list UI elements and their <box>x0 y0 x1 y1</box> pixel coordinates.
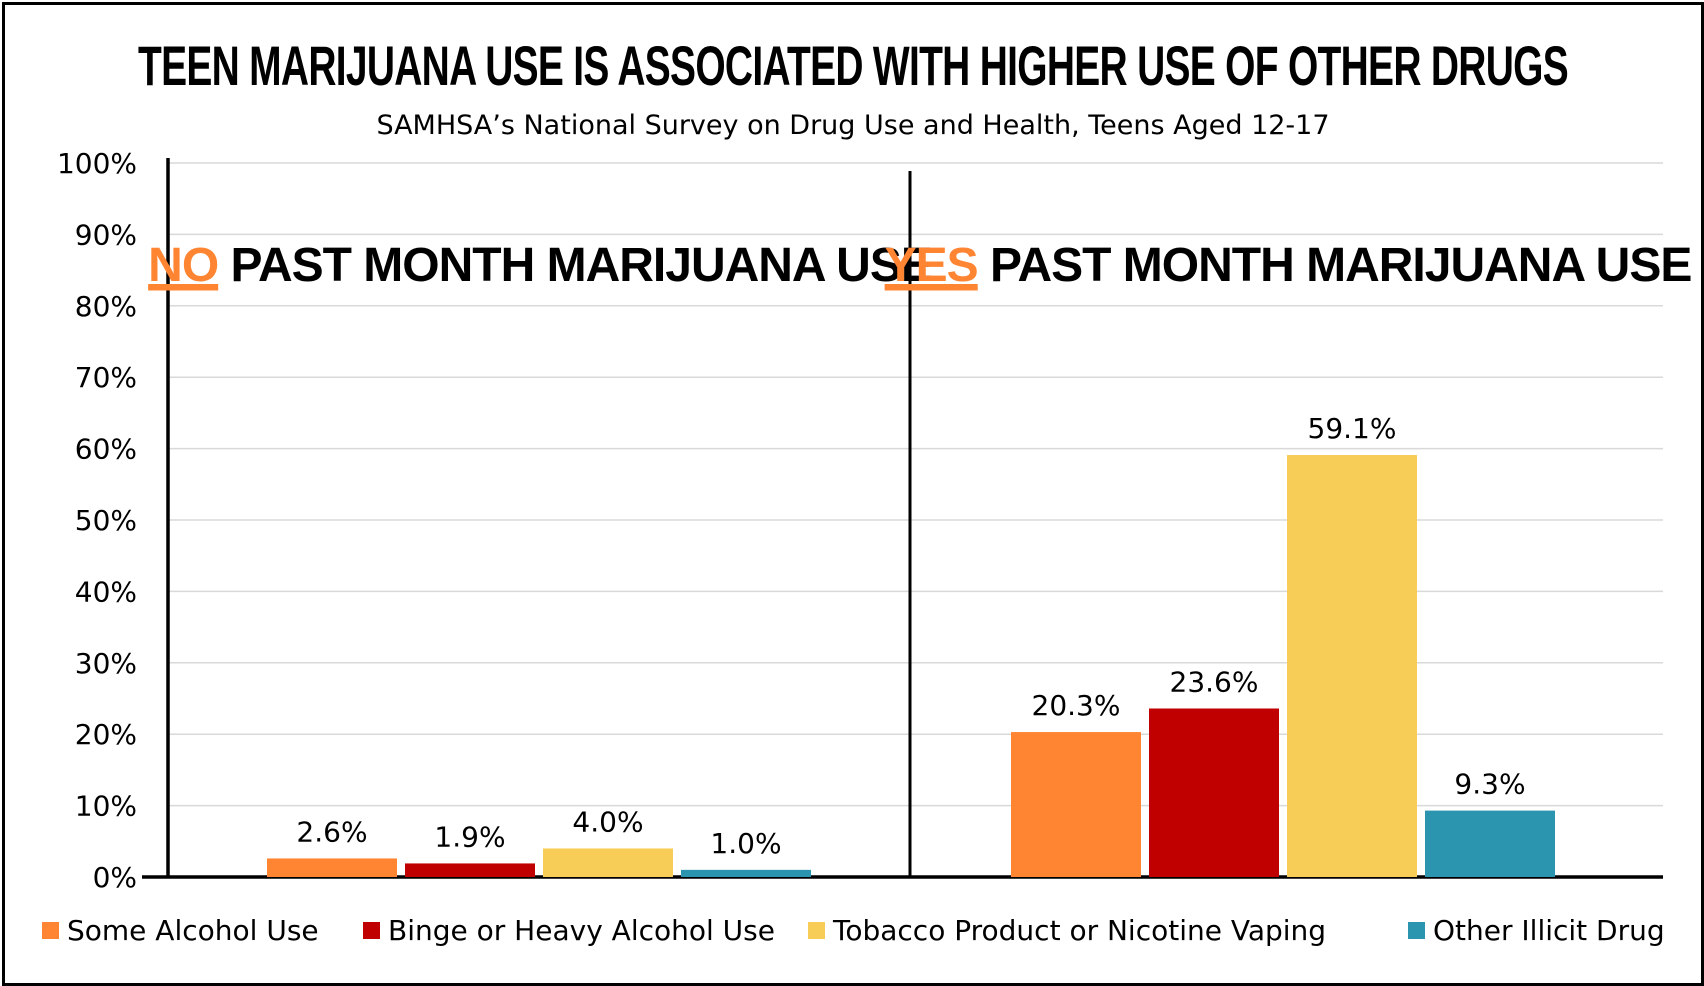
data-label: 20.3% <box>1032 689 1121 722</box>
y-tick-label: 40% <box>75 575 137 608</box>
y-tick-label: 30% <box>75 647 137 680</box>
chart-subtitle: SAMHSA’s National Survey on Drug Use and… <box>376 110 1329 141</box>
bar-no-3 <box>543 848 673 877</box>
y-tick-label: 10% <box>75 790 137 823</box>
bar-yes-4 <box>1425 810 1555 877</box>
bar-yes-2 <box>1149 708 1279 877</box>
legend: Some Alcohol Use Binge or Heavy Alcohol U… <box>42 914 1665 947</box>
panel-title-highlight: YES <box>885 239 978 292</box>
legend-swatch <box>42 922 59 939</box>
bar-no-2 <box>405 863 535 877</box>
legend-label: Tobacco Product or Nicotine Vaping <box>832 914 1326 947</box>
bar-yes-1 <box>1011 732 1141 877</box>
data-label: 1.0% <box>710 827 781 860</box>
panel-title-text: PAST MONTH MARIJUANA USE <box>231 239 932 292</box>
y-tick-label: 70% <box>75 361 137 394</box>
data-label: 9.3% <box>1454 768 1525 801</box>
legend-swatch <box>363 922 380 939</box>
y-tick-label: 90% <box>75 218 137 251</box>
panel-title-space <box>218 239 230 292</box>
data-label: 1.9% <box>434 820 505 853</box>
panel-title-yes: YES PAST MONTH MARIJUANA USE <box>885 239 1692 292</box>
legend-swatch <box>808 922 825 939</box>
chart: TEEN MARIJUANA USE IS ASSOCIATED WITH HI… <box>42 34 1692 947</box>
data-label: 59.1% <box>1308 412 1397 445</box>
y-tick-label: 50% <box>75 504 137 537</box>
data-label: 2.6% <box>296 815 367 848</box>
data-label: 4.0% <box>572 805 643 838</box>
data-labels: 2.6% 1.9% 4.0% 1.0% 20.3% 23.6% 59.1% 9.3% <box>296 412 1525 860</box>
chart-title: TEEN MARIJUANA USE IS ASSOCIATED WITH HI… <box>138 34 1568 97</box>
bar-no-4 <box>681 869 811 877</box>
legend-label: Other Illicit Drug <box>1433 914 1665 947</box>
legend-label: Binge or Heavy Alcohol Use <box>388 914 775 947</box>
y-tick-label: 100% <box>57 147 137 180</box>
panel-title-text: PAST MONTH MARIJUANA USE <box>990 239 1691 292</box>
bars <box>267 455 1555 877</box>
bar-no-1 <box>267 858 397 877</box>
y-tick-label: 60% <box>75 433 137 466</box>
y-tick-label: 0% <box>93 861 137 894</box>
panel-title-no: NO PAST MONTH MARIJUANA USE <box>148 239 932 292</box>
y-tick-label: 80% <box>75 290 137 323</box>
panel-title-highlight: NO <box>148 239 218 292</box>
bar-yes-3 <box>1287 455 1417 877</box>
data-label: 23.6% <box>1170 665 1259 698</box>
legend-label: Some Alcohol Use <box>67 914 319 947</box>
legend-swatch <box>1408 922 1425 939</box>
panel-title-space <box>978 239 990 292</box>
gridlines <box>168 162 1663 807</box>
y-tick-label: 20% <box>75 718 137 751</box>
